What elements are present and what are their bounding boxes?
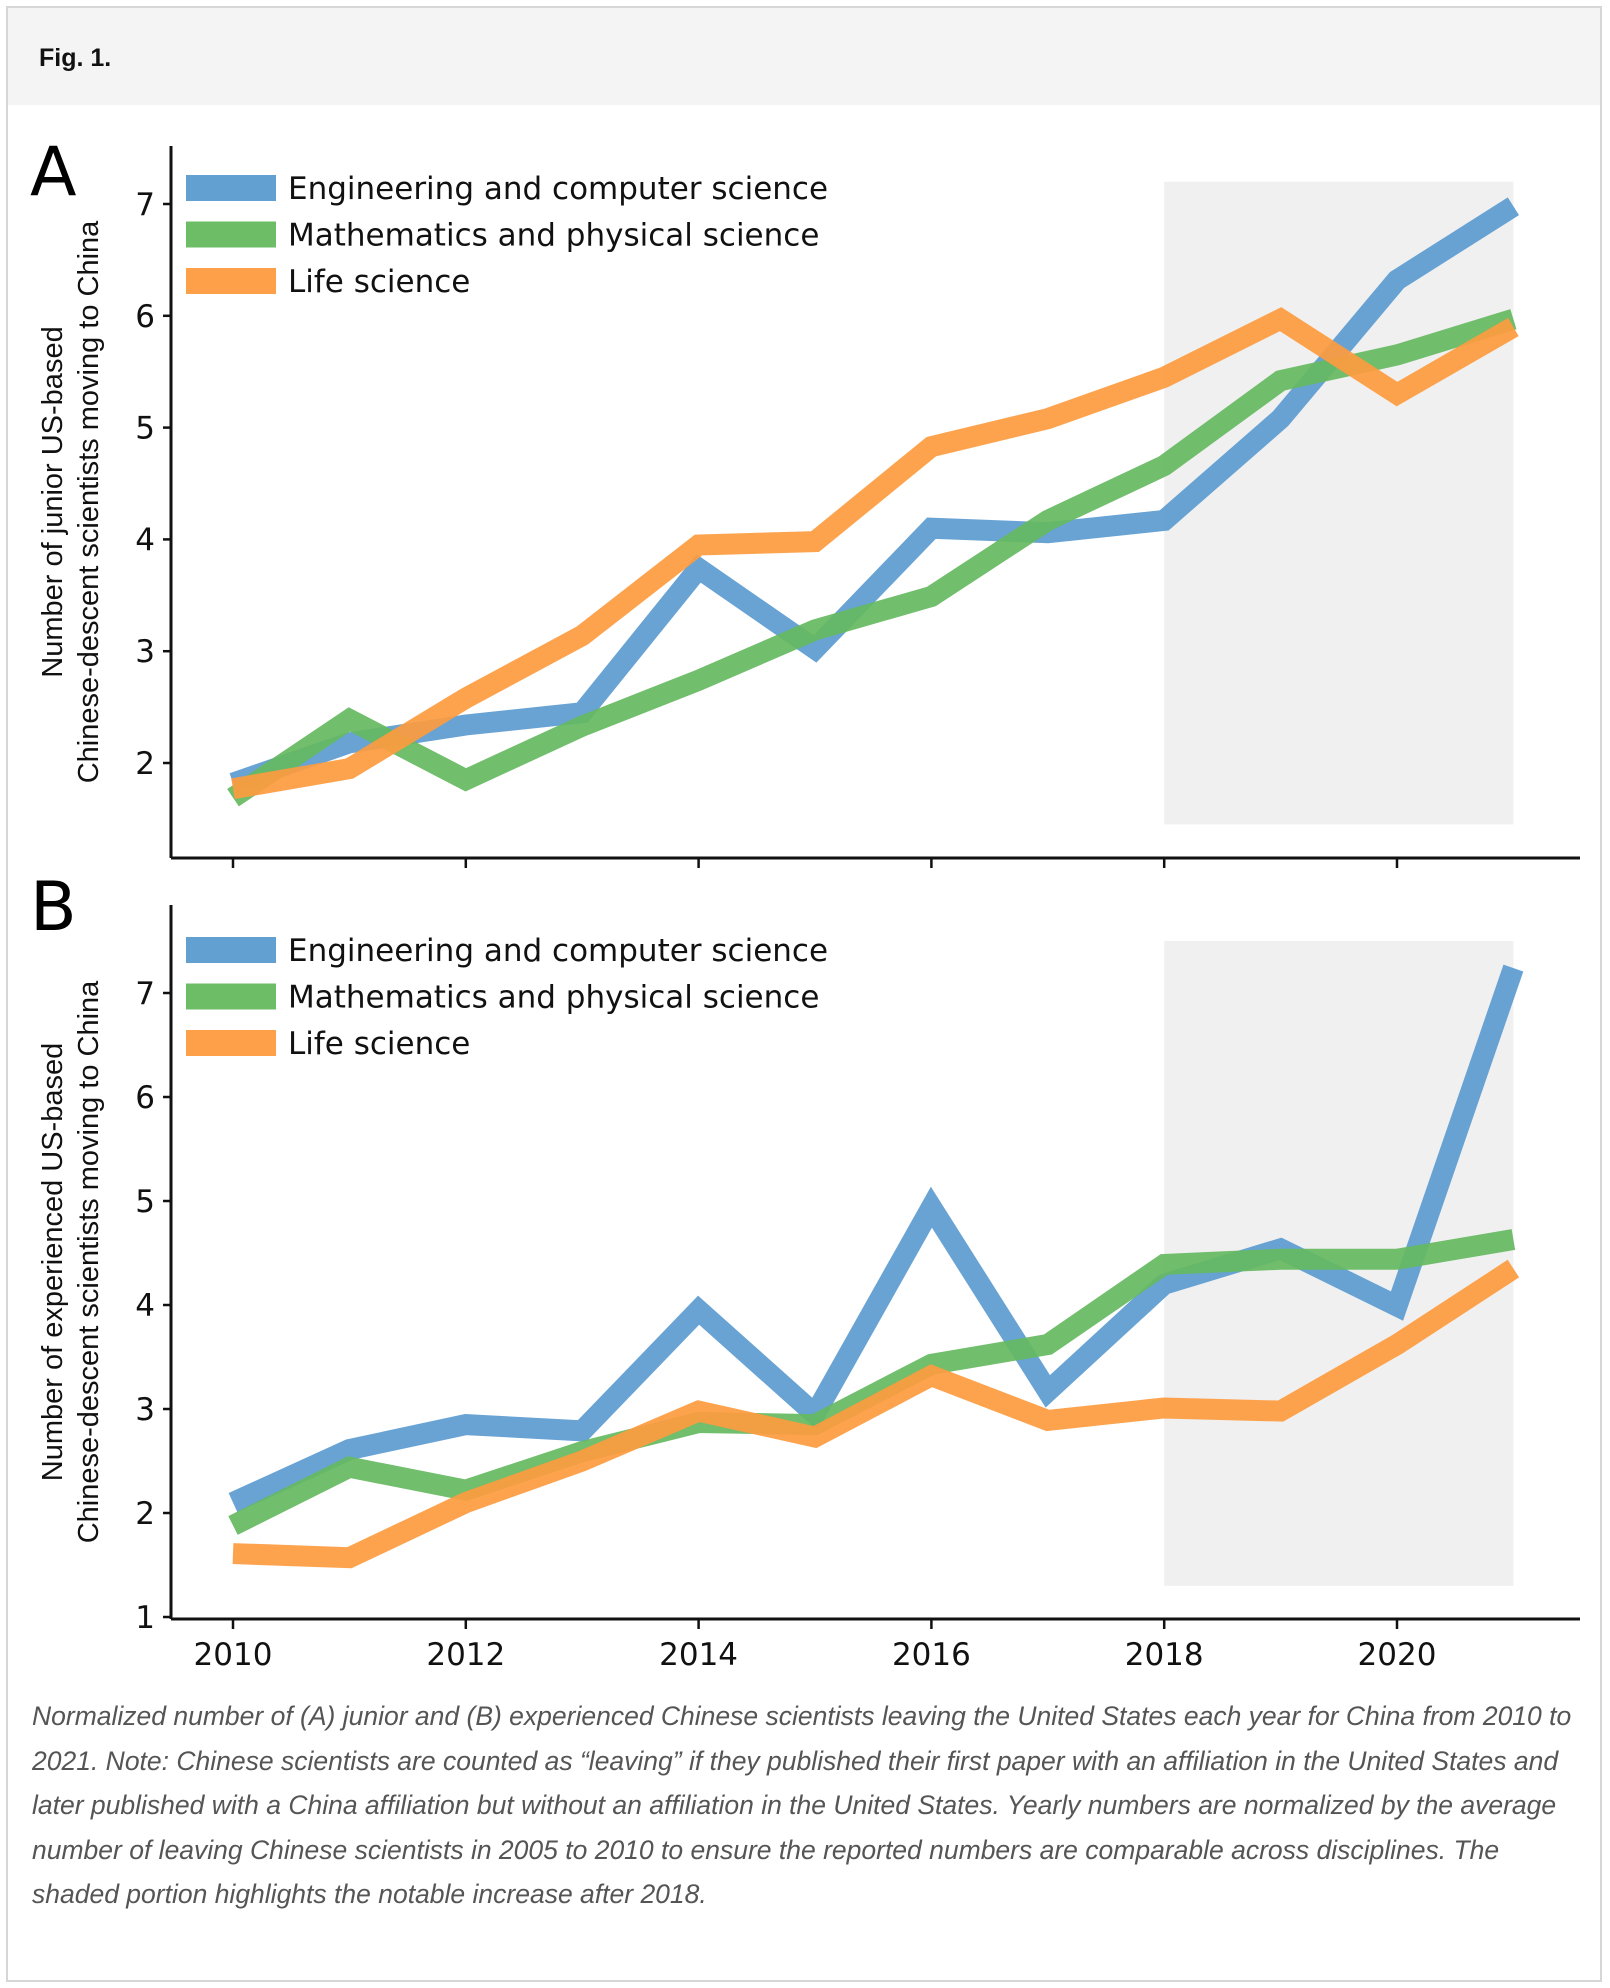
figure-caption: Normalized number of (A) junior and (B) … [32,1701,1572,1909]
y-tick-label: 2 [135,1496,155,1532]
x-tick-label: 2020 [1358,1637,1437,1673]
legend-label: Life science [288,264,470,300]
series-line-mathematics [228,1229,1516,1535]
legend-swatch-engineering [186,175,276,201]
panel-label: A [30,133,77,212]
y-tick-label: 1 [135,1600,155,1636]
figure-title: Fig. 1. [39,44,112,72]
panel-label: B [30,868,77,947]
legend-swatch-mathematics [186,983,276,1010]
y-axis-label: Number of junior US-based [37,326,69,677]
x-tick-label: 2010 [194,1637,273,1673]
x-tick-label: 2018 [1125,1637,1204,1673]
x-tick-label: 2014 [659,1637,738,1673]
x-tick-label: 2012 [426,1637,505,1673]
series-line-life [232,1259,1520,1569]
y-axis-label: Chinese-descent scientists moving to Chi… [73,980,105,1543]
panel-a: 2 3 4 5 6 7 A Number of junior US-based Chinese-… [30,133,1580,868]
series-line-life [231,307,1519,800]
y-tick-label: 5 [135,1184,155,1220]
y-tick-label: 2 [135,746,155,782]
legend-label: Life science [288,1026,470,1062]
series-line-engineering [229,197,1520,794]
legend-swatch-life [186,268,276,294]
legend-swatch-mathematics [186,221,276,248]
series-line-mathematics [227,309,1517,807]
legend-label: Mathematics and physical science [288,980,819,1016]
figure-header: Fig. 1. [8,8,1600,105]
y-tick-label: 7 [135,976,155,1012]
y-tick-label: 3 [135,1392,155,1428]
legend-label: Engineering and computer science [288,933,828,969]
y-tick-label: 6 [135,299,155,335]
y-tick-label: 7 [135,187,155,223]
y-tick-label: 5 [135,411,155,447]
legend-swatch-life [186,1030,276,1056]
panel-b: 1 2 3 4 5 6 7 2010 2012 2014 2016 2018 2020 B Number o… [30,868,1580,1673]
legend-swatch-engineering [186,937,276,963]
legend-label: Mathematics and physical science [288,218,819,254]
y-tick-label: 6 [135,1080,155,1116]
y-tick-label: 4 [135,522,155,558]
y-tick-label: 3 [135,634,155,670]
shaded-region [1164,181,1514,825]
y-axis-label: Number of experienced US-based [37,1043,69,1481]
y-tick-label: 4 [135,1288,155,1324]
x-tick-label: 2016 [892,1637,971,1673]
y-axis-label: Chinese-descent scientists moving to Chi… [73,220,105,783]
legend-label: Engineering and computer science [288,171,828,207]
